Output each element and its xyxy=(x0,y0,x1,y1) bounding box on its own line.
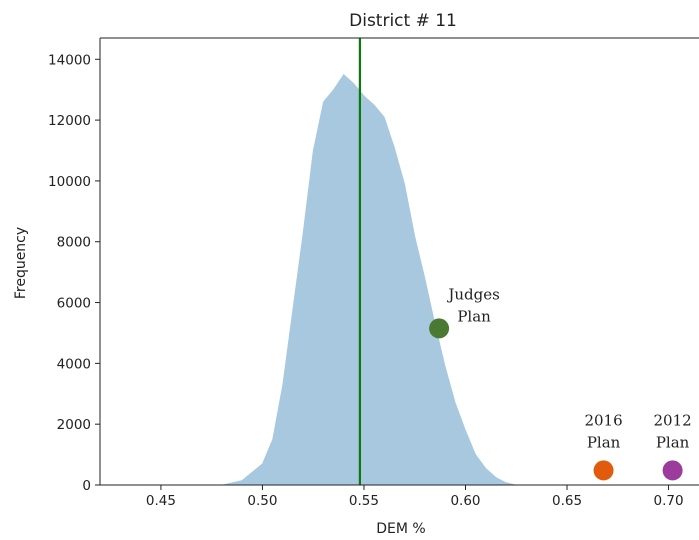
x-tick-label: 0.45 xyxy=(146,493,176,509)
y-tick-label: 10000 xyxy=(48,174,91,190)
plan-label-1-0: 2016 xyxy=(584,411,622,429)
chart-title: District # 11 xyxy=(349,11,457,31)
x-tick-label: 0.70 xyxy=(654,493,684,509)
plan-point-2 xyxy=(662,460,683,481)
x-tick-label: 0.55 xyxy=(349,493,379,509)
y-tick-label: 0 xyxy=(82,478,91,494)
plan-label-0-0: Judges xyxy=(446,285,499,303)
plan-label-2-1: Plan xyxy=(656,433,690,451)
y-tick-label: 6000 xyxy=(57,296,91,312)
x-tick-label: 0.60 xyxy=(450,493,480,509)
plan-label-2-0: 2012 xyxy=(654,411,692,429)
histogram-bars xyxy=(221,74,517,486)
plan-point-0 xyxy=(429,318,450,339)
y-tick-label: 12000 xyxy=(48,113,91,129)
y-tick-label: 14000 xyxy=(48,52,91,68)
y-tick-label: 4000 xyxy=(57,356,91,372)
plan-label-1-1: Plan xyxy=(587,433,621,451)
y-tick-label: 8000 xyxy=(57,235,91,251)
y-axis-label: Frequency xyxy=(13,227,29,299)
x-axis-label: DEM % xyxy=(376,521,425,537)
x-tick-label: 0.65 xyxy=(552,493,582,509)
plan-point-1 xyxy=(593,460,614,481)
plot-area: Judges Plan 2016 Plan 2012 Plan xyxy=(221,38,692,486)
x-tick-label: 0.50 xyxy=(247,493,277,509)
plan-label-0-1: Plan xyxy=(457,307,491,325)
axes: 0.45 0.50 0.55 0.60 0.65 0.70 0 2000 4000 6000 800… xyxy=(48,37,699,509)
y-tick-label: 2000 xyxy=(57,417,91,433)
